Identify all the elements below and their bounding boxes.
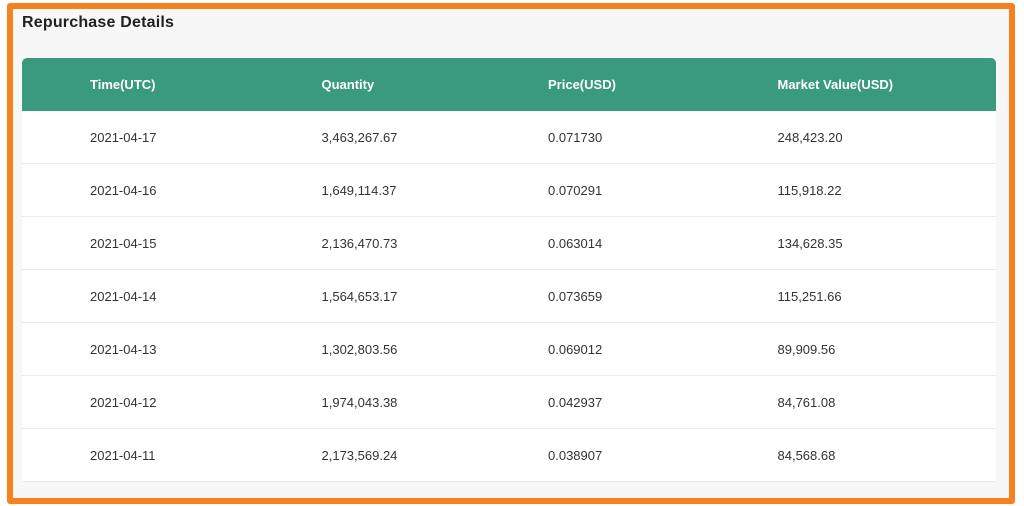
cell-time: 2021-04-11 (22, 429, 266, 482)
repurchase-table: Time(UTC) Quantity Price(USD) Market Val… (22, 58, 996, 482)
cell-market-value: 84,761.08 (752, 376, 996, 429)
cell-price: 0.038907 (509, 429, 753, 482)
table-header: Time(UTC) Quantity Price(USD) Market Val… (22, 58, 996, 111)
cell-time: 2021-04-17 (22, 111, 266, 164)
cell-time: 2021-04-13 (22, 323, 266, 376)
cell-market-value: 134,628.35 (752, 217, 996, 270)
cell-price: 0.069012 (509, 323, 753, 376)
table-header-row: Time(UTC) Quantity Price(USD) Market Val… (22, 58, 996, 111)
table-row: 2021-04-17 3,463,267.67 0.071730 248,423… (22, 111, 996, 164)
cell-quantity: 1,302,803.56 (265, 323, 509, 376)
table-row: 2021-04-15 2,136,470.73 0.063014 134,628… (22, 217, 996, 270)
cell-price: 0.042937 (509, 376, 753, 429)
cell-price: 0.071730 (509, 111, 753, 164)
cell-quantity: 1,974,043.38 (265, 376, 509, 429)
cell-market-value: 84,568.68 (752, 429, 996, 482)
cell-market-value: 89,909.56 (752, 323, 996, 376)
cell-time: 2021-04-12 (22, 376, 266, 429)
table-row: 2021-04-16 1,649,114.37 0.070291 115,918… (22, 164, 996, 217)
cell-quantity: 1,564,653.17 (265, 270, 509, 323)
cell-quantity: 3,463,267.67 (265, 111, 509, 164)
cell-quantity: 1,649,114.37 (265, 164, 509, 217)
page-title: Repurchase Details (22, 14, 175, 31)
table-row: 2021-04-14 1,564,653.17 0.073659 115,251… (22, 270, 996, 323)
cell-quantity: 2,173,569.24 (265, 429, 509, 482)
table-row: 2021-04-11 2,173,569.24 0.038907 84,568.… (22, 429, 996, 482)
table-body: 2021-04-17 3,463,267.67 0.071730 248,423… (22, 111, 996, 482)
table-row: 2021-04-12 1,974,043.38 0.042937 84,761.… (22, 376, 996, 429)
cell-market-value: 248,423.20 (752, 111, 996, 164)
repurchase-details-panel: Repurchase Details Time(UTC) Quantity Pr… (7, 3, 1015, 504)
cell-time: 2021-04-16 (22, 164, 266, 217)
column-header-market-value: Market Value(USD) (752, 58, 996, 111)
column-header-quantity: Quantity (265, 58, 509, 111)
table-row: 2021-04-13 1,302,803.56 0.069012 89,909.… (22, 323, 996, 376)
cell-market-value: 115,918.22 (752, 164, 996, 217)
cell-time: 2021-04-15 (22, 217, 266, 270)
cell-time: 2021-04-14 (22, 270, 266, 323)
column-header-price: Price(USD) (509, 58, 753, 111)
cell-market-value: 115,251.66 (752, 270, 996, 323)
cell-quantity: 2,136,470.73 (265, 217, 509, 270)
cell-price: 0.070291 (509, 164, 753, 217)
column-header-time: Time(UTC) (22, 58, 266, 111)
cell-price: 0.073659 (509, 270, 753, 323)
cell-price: 0.063014 (509, 217, 753, 270)
